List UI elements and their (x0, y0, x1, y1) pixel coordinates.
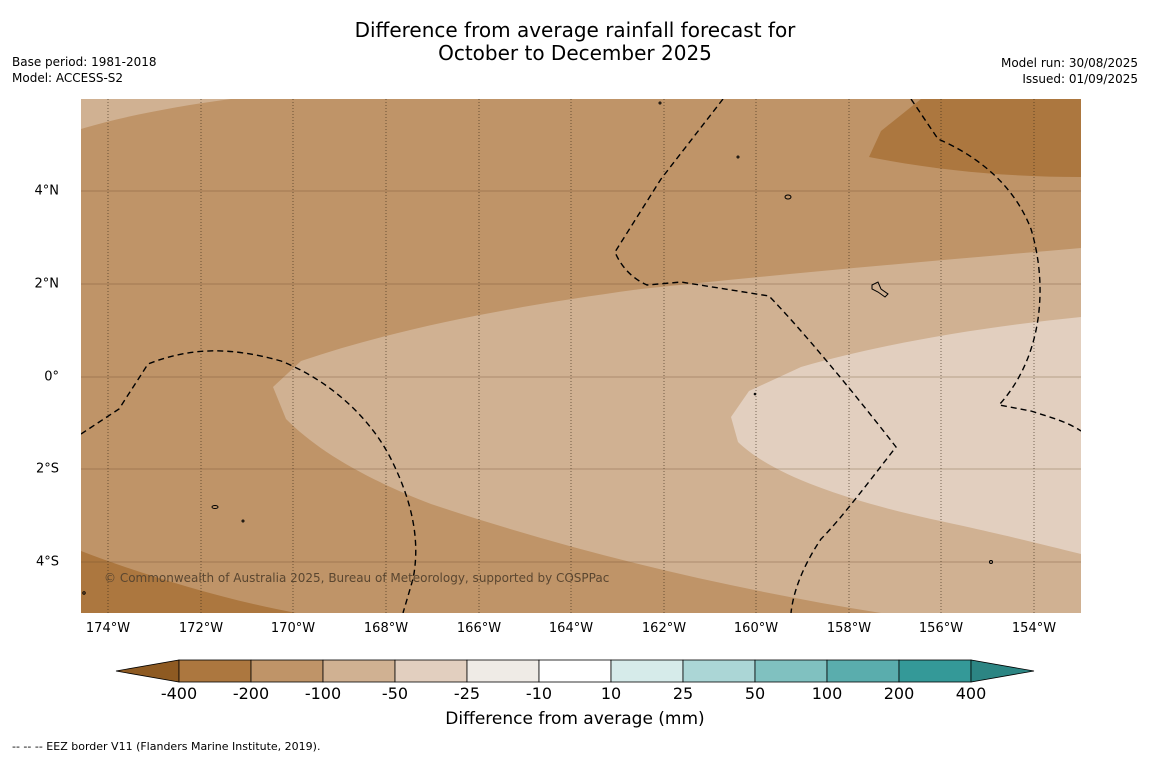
colorbar-tick: -50 (381, 684, 409, 703)
lat-gridlines (81, 190, 1081, 563)
eez-borders (81, 99, 1081, 613)
base-info: Base period: 1981-2018 Model: ACCESS-S2 (12, 54, 157, 86)
colorbar-title: Difference from average (mm) (445, 709, 705, 729)
title-line-1: Difference from average rainfall forecas… (354, 18, 796, 42)
colorbar-segment (394, 659, 468, 683)
colorbar-arrow-low (115, 659, 180, 683)
lon-label-174w: 174°W (85, 621, 131, 636)
colorbar-segment (466, 659, 540, 683)
colorbar (115, 659, 1035, 683)
lon-label-158w: 158°W (826, 621, 872, 636)
colorbar-tick: 50 (744, 684, 766, 703)
lat-label-2s: 2°S (35, 461, 59, 477)
colorbar-segment (322, 659, 396, 683)
copyright-credit: © Commonwealth of Australia 2025, Bureau… (104, 571, 610, 585)
eez-footnote: -- -- -- EEZ border V11 (Flanders Marine… (12, 740, 321, 753)
lat-label-4s: 4°S (35, 554, 59, 570)
colorbar-segment (250, 659, 324, 683)
issued-date: Issued: 01/09/2025 (1022, 72, 1138, 86)
lon-label-162w: 162°W (641, 621, 687, 636)
colorbar-tick: -400 (160, 684, 198, 703)
region-minus50-minus25 (731, 317, 1081, 554)
run-info: Model run: 30/08/2025 Issued: 01/09/2025 (1001, 55, 1138, 87)
lon-label-172w: 172°W (178, 621, 224, 636)
lon-label-166w: 166°W (456, 621, 502, 636)
colorbar-tick: 10 (600, 684, 622, 703)
colorbar-arrow-high (970, 659, 1035, 683)
model-name: Model: ACCESS-S2 (12, 71, 124, 85)
colorbar-segment (682, 659, 756, 683)
lon-label-154w: 154°W (1011, 621, 1057, 636)
colorbar-tick: 200 (883, 684, 915, 703)
base-period: Base period: 1981-2018 (12, 55, 157, 69)
lon-label-168w: 168°W (363, 621, 409, 636)
colorbar-segments (115, 659, 1035, 683)
model-run: Model run: 30/08/2025 (1000, 56, 1138, 70)
colorbar-tick: -100 (304, 684, 342, 703)
colorbar-tick: -200 (232, 684, 270, 703)
region-top-right-dark (869, 99, 1081, 177)
islands (82, 101, 993, 595)
region-bottom-left-dark (81, 551, 296, 613)
colorbar-segment (826, 659, 900, 683)
colorbar-segment (754, 659, 828, 683)
map-canvas (81, 99, 1081, 613)
colorbar-segment (538, 659, 612, 683)
colorbar-tick: 400 (955, 684, 987, 703)
colorbar-tick: -10 (525, 684, 553, 703)
title-line-2: October to December 2025 (438, 41, 712, 65)
chart-title: Difference from average rainfall forecas… (0, 19, 1150, 65)
lon-label-164w: 164°W (548, 621, 594, 636)
region-minus100-minus50 (273, 248, 1081, 613)
rainfall-map: © Commonwealth of Australia 2025, Bureau… (81, 99, 1081, 613)
lat-label-2n: 2°N (34, 276, 60, 292)
colorbar-tick: 100 (811, 684, 843, 703)
lat-label-4n: 4°N (34, 183, 60, 199)
lon-label-156w: 156°W (918, 621, 964, 636)
lon-label-170w: 170°W (270, 621, 316, 636)
region-top-left-pale (81, 99, 231, 129)
colorbar-segment (610, 659, 684, 683)
colorbar-tick: 25 (672, 684, 694, 703)
colorbar-segment (178, 659, 252, 683)
lon-label-160w: 160°W (733, 621, 779, 636)
lat-label-0: 0° (44, 369, 59, 385)
colorbar-segment (898, 659, 972, 683)
colorbar-tick: -25 (453, 684, 481, 703)
